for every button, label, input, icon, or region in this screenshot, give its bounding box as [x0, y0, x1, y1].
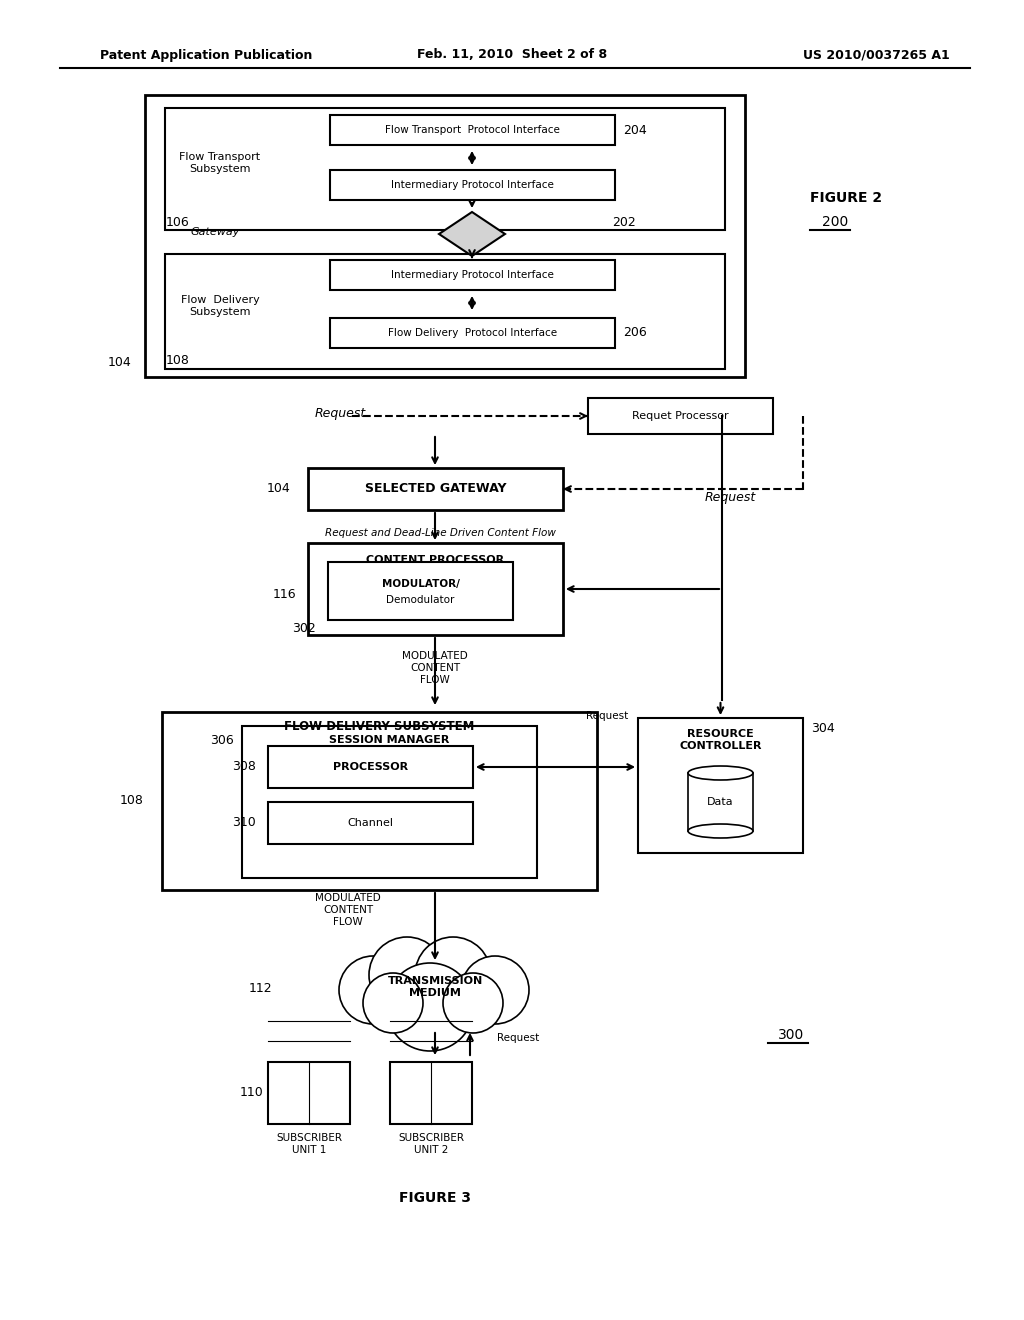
Text: Intermediary Protocol Interface: Intermediary Protocol Interface	[391, 180, 554, 190]
Ellipse shape	[688, 824, 753, 838]
Text: RESOURCE
CONTROLLER: RESOURCE CONTROLLER	[679, 729, 762, 751]
FancyBboxPatch shape	[145, 95, 745, 378]
Text: US 2010/0037265 A1: US 2010/0037265 A1	[803, 49, 950, 62]
Text: 206: 206	[623, 326, 647, 339]
Polygon shape	[439, 213, 505, 256]
Circle shape	[386, 964, 474, 1051]
Text: FLOW DELIVERY SUBSYSTEM: FLOW DELIVERY SUBSYSTEM	[285, 719, 475, 733]
Text: Flow Delivery  Protocol Interface: Flow Delivery Protocol Interface	[388, 327, 557, 338]
Text: 112: 112	[249, 982, 272, 994]
Text: 306: 306	[210, 734, 234, 747]
Text: Feb. 11, 2010  Sheet 2 of 8: Feb. 11, 2010 Sheet 2 of 8	[417, 49, 607, 62]
FancyBboxPatch shape	[165, 108, 725, 230]
Text: MODULATED
CONTENT
FLOW: MODULATED CONTENT FLOW	[315, 894, 381, 927]
Text: PROCESSOR: PROCESSOR	[333, 762, 408, 772]
Text: SUBSCRIBER
UNIT 2: SUBSCRIBER UNIT 2	[398, 1133, 464, 1155]
Text: 106: 106	[166, 215, 189, 228]
Text: Patent Application Publication: Patent Application Publication	[100, 49, 312, 62]
Text: Request: Request	[497, 1034, 540, 1043]
Text: SUBSCRIBER
UNIT 1: SUBSCRIBER UNIT 1	[276, 1133, 342, 1155]
Text: Flow Transport  Protocol Interface: Flow Transport Protocol Interface	[385, 125, 560, 135]
Text: Request: Request	[586, 711, 628, 721]
FancyBboxPatch shape	[268, 803, 473, 843]
FancyBboxPatch shape	[588, 399, 773, 434]
FancyBboxPatch shape	[638, 718, 803, 853]
FancyBboxPatch shape	[328, 562, 513, 620]
Text: Intermediary Protocol Interface: Intermediary Protocol Interface	[391, 271, 554, 280]
Text: 200: 200	[822, 215, 848, 228]
Text: Request and Dead-Line Driven Content Flow: Request and Dead-Line Driven Content Flo…	[325, 528, 555, 539]
Circle shape	[415, 937, 490, 1012]
FancyBboxPatch shape	[330, 170, 615, 201]
Text: Gateway: Gateway	[190, 227, 240, 238]
FancyBboxPatch shape	[268, 1063, 350, 1125]
Text: Data: Data	[708, 797, 734, 807]
Text: 202: 202	[612, 215, 636, 228]
Text: Flow  Delivery
Subsystem: Flow Delivery Subsystem	[180, 296, 259, 317]
Text: 108: 108	[166, 355, 189, 367]
FancyBboxPatch shape	[330, 318, 615, 348]
Text: Demodulator: Demodulator	[386, 595, 455, 605]
Text: FIGURE 3: FIGURE 3	[399, 1191, 471, 1205]
Text: 104: 104	[266, 483, 290, 495]
Text: Request: Request	[705, 491, 756, 504]
FancyBboxPatch shape	[308, 543, 563, 635]
Text: 300: 300	[778, 1028, 804, 1041]
Text: CONTENT PROCESSOR: CONTENT PROCESSOR	[367, 554, 505, 565]
FancyBboxPatch shape	[330, 260, 615, 290]
Text: TRANSMISSION
MEDIUM: TRANSMISSION MEDIUM	[387, 977, 482, 998]
FancyBboxPatch shape	[165, 253, 725, 370]
Text: SESSION MANAGER: SESSION MANAGER	[330, 735, 450, 744]
Circle shape	[369, 937, 445, 1012]
Text: 108: 108	[120, 795, 144, 808]
Text: Requet Processor: Requet Processor	[632, 411, 729, 421]
FancyBboxPatch shape	[162, 711, 597, 890]
FancyBboxPatch shape	[330, 115, 615, 145]
Text: MODULATED
CONTENT
FLOW: MODULATED CONTENT FLOW	[402, 651, 468, 685]
Text: FIGURE 2: FIGURE 2	[810, 191, 882, 205]
Circle shape	[443, 973, 503, 1034]
Text: 304: 304	[811, 722, 835, 734]
Text: 104: 104	[109, 355, 132, 368]
FancyBboxPatch shape	[268, 746, 473, 788]
Circle shape	[339, 956, 407, 1024]
Text: 116: 116	[272, 589, 296, 602]
Text: SELECTED GATEWAY: SELECTED GATEWAY	[365, 483, 506, 495]
Text: Request: Request	[314, 407, 366, 420]
Text: 308: 308	[232, 760, 256, 774]
Text: 310: 310	[232, 817, 256, 829]
Text: MODULATOR/: MODULATOR/	[382, 579, 460, 589]
Text: 110: 110	[240, 1086, 263, 1100]
Text: 204: 204	[623, 124, 647, 136]
Text: Channel: Channel	[347, 818, 393, 828]
FancyBboxPatch shape	[390, 1063, 472, 1125]
Ellipse shape	[688, 766, 753, 780]
Circle shape	[362, 973, 423, 1034]
FancyBboxPatch shape	[688, 774, 753, 832]
Circle shape	[461, 956, 529, 1024]
Text: Flow Transport
Subsystem: Flow Transport Subsystem	[179, 152, 260, 174]
Text: 302: 302	[292, 622, 316, 635]
FancyBboxPatch shape	[242, 726, 537, 878]
FancyBboxPatch shape	[308, 469, 563, 510]
